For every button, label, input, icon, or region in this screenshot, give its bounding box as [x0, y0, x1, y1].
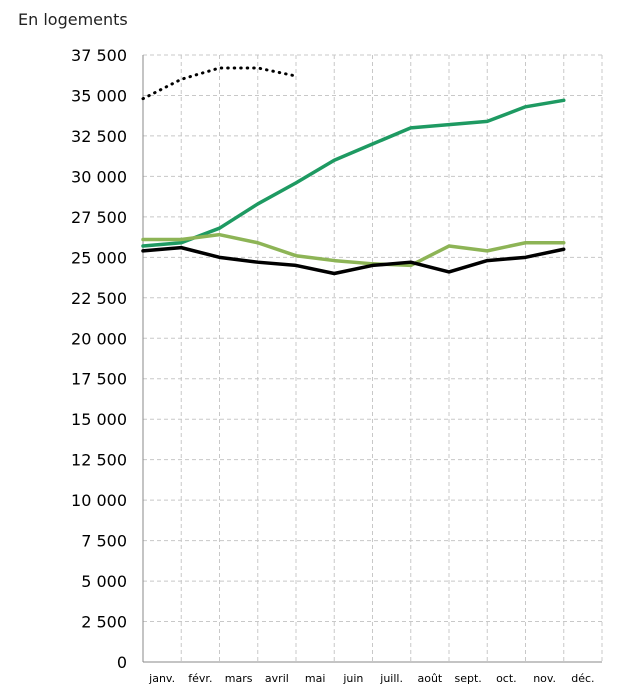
x-tick-label: juill.: [379, 672, 403, 685]
series-line-2: [141, 98, 566, 248]
y-tick-label: 17 500: [71, 370, 127, 389]
x-tick-label: mars: [225, 672, 253, 685]
x-tick-label: mai: [305, 672, 326, 685]
y-tick-label: 30 000: [71, 167, 127, 186]
x-tick-label: nov.: [533, 672, 556, 685]
y-unit-label: En logements: [18, 10, 128, 29]
series-line-3: [141, 232, 566, 268]
y-tick-label: 12 500: [71, 451, 127, 470]
y-tick-label: 7 500: [81, 532, 127, 551]
x-tick-label: août: [417, 672, 442, 685]
x-tick-label: févr.: [188, 672, 212, 685]
y-tick-label: 15 000: [71, 410, 127, 429]
y-tick-label: 10 000: [71, 491, 127, 510]
y-tick-label: 0: [117, 653, 127, 672]
x-tick-label: déc.: [571, 672, 594, 685]
x-tick-label: sept.: [454, 672, 481, 685]
series-line-4: [141, 245, 566, 276]
y-tick-label: 37 500: [71, 46, 127, 65]
y-tick-label: 2 500: [81, 613, 127, 632]
y-tick-label: 22 500: [71, 289, 127, 308]
x-tick-label: janv.: [148, 672, 175, 685]
y-tick-label: 32 500: [71, 127, 127, 146]
y-tick-label: 35 000: [71, 86, 127, 105]
y-tick-label: 20 000: [71, 329, 127, 348]
y-tick-label: 27 500: [71, 208, 127, 227]
x-tick-label: juin: [342, 672, 363, 685]
y-tick-label: 5 000: [81, 572, 127, 591]
y-tick-label: 25 000: [71, 248, 127, 267]
x-tick-label: avril: [265, 672, 289, 685]
x-tick-label: oct.: [496, 672, 517, 685]
